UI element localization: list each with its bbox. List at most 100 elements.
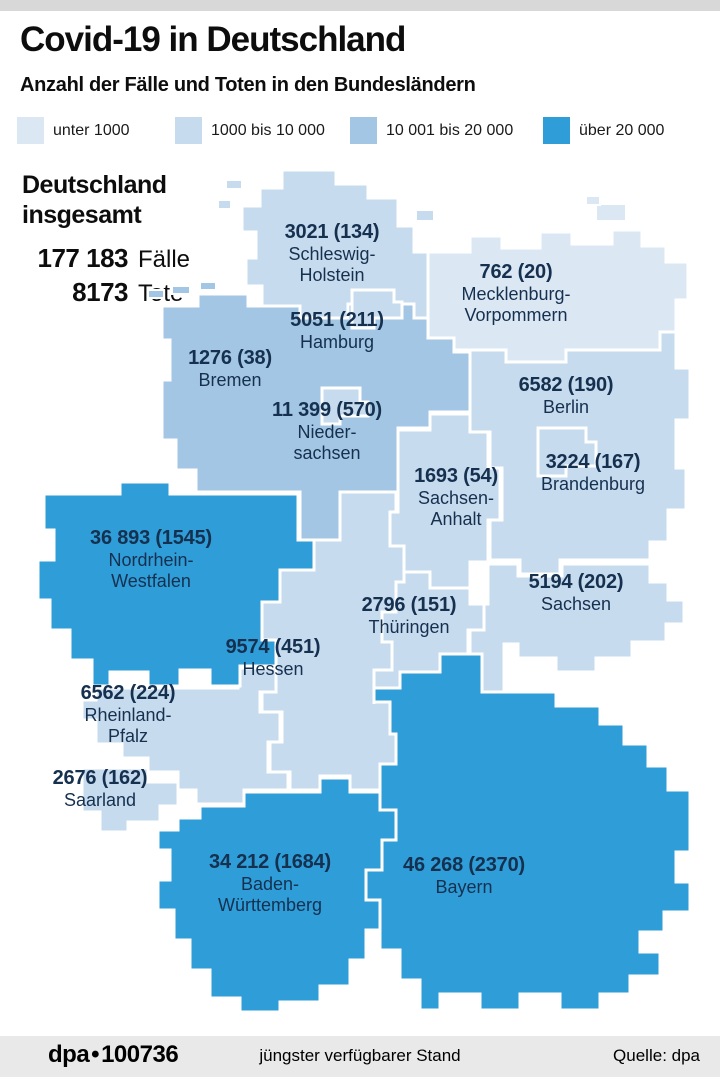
legend-label: 10 001 bis 20 000 (386, 121, 514, 139)
state-name-line: Berlin (542, 397, 590, 417)
state-name-line: Mecklenburg- (461, 284, 571, 304)
state-shape-sh (240, 168, 430, 320)
graphic-code: 100736 (101, 1041, 179, 1068)
state-value: 6582 (190) (518, 374, 614, 396)
state-name-line: Sachsen- (417, 488, 495, 508)
totals-deaths-value: 8173 (72, 277, 128, 307)
state-label-he: 9574 (451) Hessen (226, 636, 321, 680)
totals-cases-value: 177 183 (37, 243, 129, 273)
state-value: 34 212 (1684) (209, 851, 331, 873)
state-value: 3224 (167) (545, 451, 641, 473)
state-name-line: Saarland (63, 790, 137, 810)
state-name-line: Brandenburg (540, 474, 646, 494)
state-shape-sl (80, 766, 180, 834)
island-shape-1 (217, 199, 232, 210)
state-value: 5194 (202) (528, 571, 624, 593)
germany-totals: Deutschland insgesamt 177 183 Fälle 8173… (22, 170, 190, 310)
page-subtitle: Anzahl der Fälle und Toten in den Bundes… (20, 74, 476, 96)
state-shape-hb (320, 386, 370, 426)
state-name-line: Thüringen (368, 617, 450, 637)
state-label-st: 1693 (54) Sachsen- Anhalt (414, 465, 498, 530)
legend-swatch-over-20000 (543, 117, 570, 144)
state-value: 46 268 (2370) (403, 854, 525, 876)
island-shape-6 (171, 285, 191, 295)
state-name-line: Nordrhein- (108, 550, 194, 570)
legend-item-1000-10000: 1000 bis 10 000 (175, 117, 325, 144)
totals-cases-label: Fälle (138, 246, 191, 273)
island-shape-4 (585, 195, 601, 206)
state-label-mv: 762 (20) Mecklenburg- Vorpommern (461, 261, 570, 326)
state-name-line: Bayern (435, 877, 493, 897)
island-shape-0 (225, 179, 243, 190)
state-shape-be (536, 426, 598, 478)
state-name-line: Pfalz (107, 726, 149, 746)
state-name-line: Holstein (299, 265, 365, 285)
state-label-nrw: 36 893 (1545) Nordrhein- Westfalen (90, 527, 212, 592)
state-label-rp: 6562 (224) Rheinland- Pfalz (81, 682, 176, 747)
state-value: 3021 (134) (284, 221, 380, 243)
state-name-line: Württemberg (217, 895, 323, 915)
state-name-line: Anhalt (430, 509, 482, 529)
legend-swatch-10001-20000 (350, 117, 377, 144)
totals-heading-line2: insgesamt (22, 201, 142, 229)
state-value: 2796 (151) (361, 594, 457, 616)
island-shape-2 (415, 209, 435, 222)
top-gray-bar (0, 0, 720, 11)
legend-label: über 20 000 (579, 121, 665, 139)
state-name-line: Hamburg (299, 332, 375, 352)
legend-item-under-1000: unter 1000 (17, 117, 130, 144)
state-value: 11 399 (570) (272, 399, 382, 421)
legend-swatch-under-1000 (17, 117, 44, 144)
state-name-line: Sachsen (540, 594, 612, 614)
page-title: Covid-19 in Deutschland (20, 20, 406, 59)
state-value: 1276 (38) (188, 347, 272, 369)
totals-cases-row: 177 183 Fälle (22, 242, 191, 276)
state-shape-by (364, 652, 692, 1012)
state-name-line: Westfalen (111, 571, 191, 591)
state-value: 9574 (451) (225, 636, 321, 658)
state-value: 36 893 (1545) (90, 527, 212, 549)
state-name-line: sachsen (293, 443, 361, 463)
legend-swatch-1000-10000 (175, 117, 202, 144)
state-label-sl: 2676 (162) Saarland (53, 767, 148, 811)
legend-item-over-20000: über 20 000 (543, 117, 664, 144)
state-name-line: Baden- (240, 874, 300, 894)
state-label-nds: 11 399 (570) Nieder-sachsen (272, 399, 382, 464)
state-label-bb: 3224 (167) Brandenburg (541, 451, 645, 495)
state-value: 6562 (224) (80, 682, 176, 704)
state-name-line: Vorpommern (464, 305, 568, 325)
state-value: 5051 (211) (290, 309, 384, 331)
footer-source: Quelle: dpa (613, 1046, 700, 1065)
state-name-line: Nieder- (297, 422, 357, 442)
state-label-hh: 5051 (211) Hamburg (290, 309, 384, 353)
state-name-line: Rheinland- (84, 705, 172, 725)
island-shape-7 (199, 281, 217, 291)
footer-bar: dpa•100736 jüngster verfügbarer Stand Qu… (0, 1036, 720, 1077)
dpa-logo: dpa•100736 (48, 1041, 179, 1069)
dpa-bullet-icon: • (91, 1041, 100, 1068)
dpa-logo-text: dpa (48, 1041, 90, 1068)
legend-label: unter 1000 (53, 121, 130, 139)
state-name-line: Hessen (242, 659, 304, 679)
state-value: 762 (20) (479, 261, 553, 283)
footer-note: jüngster verfügbarer Stand (259, 1046, 461, 1065)
state-label-sh: 3021 (134) Schleswig- Holstein (285, 221, 380, 286)
state-name-line: Bremen (198, 370, 262, 390)
state-name-line: Schleswig- (288, 244, 376, 264)
state-shape-hh (350, 288, 404, 330)
state-label-th: 2796 (151) Thüringen (362, 594, 457, 638)
state-value: 1693 (54) (414, 465, 498, 487)
legend-item-10001-20000: 10 001 bis 20 000 (350, 117, 513, 144)
island-shape-3 (595, 203, 627, 222)
state-shape-nrw (36, 480, 316, 688)
state-label-sn: 5194 (202) Sachsen (529, 571, 624, 615)
totals-heading-line1: Deutschland (22, 171, 167, 199)
island-shape-5 (147, 289, 165, 299)
state-label-hb: 1276 (38) Bremen (188, 347, 272, 391)
legend-label: 1000 bis 10 000 (211, 121, 325, 139)
state-value: 2676 (162) (52, 767, 148, 789)
state-label-by: 46 268 (2370) Bayern (403, 854, 525, 898)
state-label-bw: 34 212 (1684) Baden- Württemberg (209, 851, 331, 916)
